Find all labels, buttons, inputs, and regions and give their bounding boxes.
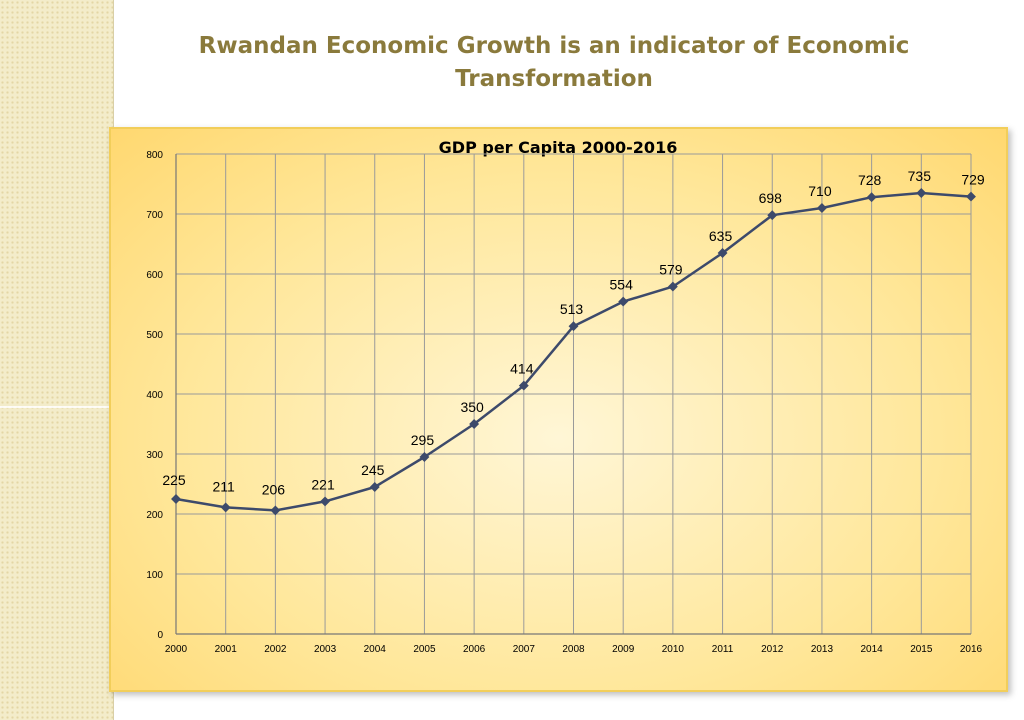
data-label: 513: [560, 301, 584, 317]
data-label: 735: [908, 168, 932, 184]
x-tick-label: 2008: [562, 644, 585, 655]
data-label: 554: [610, 277, 634, 293]
y-tick-label: 500: [146, 330, 163, 341]
y-tick-label: 200: [146, 510, 163, 521]
x-tick-label: 2007: [513, 644, 536, 655]
x-tick-label: 2004: [364, 644, 387, 655]
data-point-marker: [369, 482, 380, 492]
x-tick-label: 2003: [314, 644, 337, 655]
slide-title: Rwandan Economic Growth is an indicator …: [160, 30, 948, 96]
y-tick-label: 300: [146, 450, 163, 461]
x-tick-label: 2012: [761, 644, 784, 655]
x-tick-label: 2011: [712, 644, 734, 655]
data-label: 350: [460, 399, 484, 415]
data-label: 635: [709, 228, 733, 244]
x-tick-label: 2013: [811, 644, 834, 655]
data-point-marker: [667, 281, 678, 292]
y-tick-label: 100: [146, 570, 163, 581]
decorative-side-strip: [0, 0, 114, 720]
data-label: 729: [961, 172, 985, 188]
data-point-marker: [767, 210, 778, 221]
x-tick-label: 2014: [861, 644, 884, 655]
data-label: 728: [858, 172, 882, 188]
data-point-marker: [568, 321, 579, 332]
data-point-marker: [916, 188, 927, 198]
data-point-marker: [320, 496, 331, 507]
data-label: 579: [659, 262, 683, 278]
y-tick-label: 400: [146, 390, 163, 401]
y-tick-label: 800: [146, 150, 163, 161]
x-tick-label: 2001: [215, 644, 238, 655]
slide-title-line1: Rwandan Economic Growth is an indicator …: [198, 33, 910, 59]
data-label: 698: [759, 190, 783, 206]
data-label: 295: [411, 432, 435, 448]
chart-title: GDP per Capita 2000-2016: [439, 138, 678, 157]
data-label: 211: [213, 478, 236, 494]
data-point-marker: [419, 452, 430, 462]
y-tick-label: 700: [146, 210, 163, 221]
x-tick-label: 2009: [612, 644, 635, 655]
x-tick-label: 2005: [413, 644, 436, 655]
data-point-marker: [618, 296, 629, 307]
data-label: 414: [510, 361, 534, 377]
y-tick-label: 600: [146, 270, 163, 281]
x-tick-label: 2006: [463, 644, 486, 655]
x-tick-label: 2016: [960, 644, 983, 655]
data-label: 206: [262, 481, 286, 497]
gdp-line-chart: GDP per Capita 2000-2016 0 100 200 300 400 500…: [146, 138, 985, 655]
y-tick-label: 0: [157, 630, 163, 641]
data-point-marker: [518, 380, 529, 391]
slide-title-line2: Transformation: [455, 66, 653, 92]
data-point-marker: [816, 203, 827, 213]
data-label: 225: [162, 472, 186, 488]
x-tick-label: 2002: [264, 644, 287, 655]
data-point-marker: [966, 191, 976, 202]
x-tick-label: 2000: [165, 644, 188, 655]
data-point-marker: [220, 502, 231, 513]
side-strip-divider: [0, 406, 113, 408]
x-tick-label: 2010: [662, 644, 685, 655]
data-label: 710: [808, 183, 832, 199]
chart-panel: GDP per Capita 2000-2016 0 100 200 300 400 500…: [109, 127, 1008, 692]
data-label: 221: [311, 476, 335, 492]
data-label: 245: [361, 462, 385, 478]
data-point-marker: [866, 192, 877, 203]
x-tick-label: 2015: [910, 644, 933, 655]
data-point-marker: [717, 248, 728, 258]
data-point-marker: [469, 419, 480, 429]
data-point-marker: [171, 494, 181, 504]
